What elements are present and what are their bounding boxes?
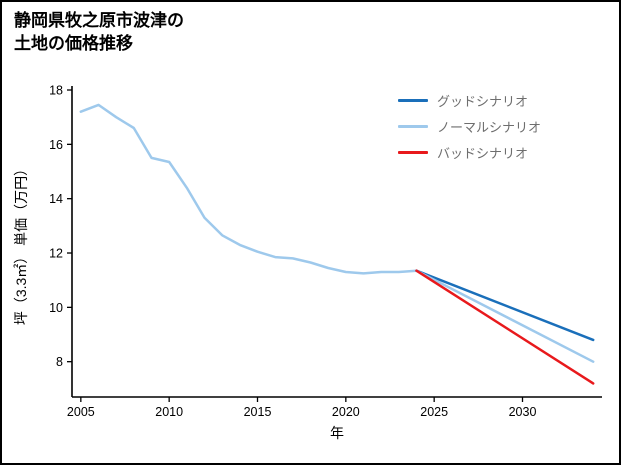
x-tick-label: 2015 [244, 405, 272, 419]
legend-item-good: グッドシナリオ [398, 92, 541, 109]
legend-swatch-good [398, 98, 428, 102]
series-line-0 [79, 103, 418, 275]
y-tick-label: 10 [49, 301, 63, 315]
series-line-3 [415, 269, 595, 385]
legend-label-bad: バッドシナリオ [437, 145, 529, 161]
chart-title-line1: 静岡県牧之原市波津の [14, 11, 184, 30]
y-tick-label: 8 [56, 355, 63, 369]
x-tick-label: 2025 [420, 405, 448, 419]
legend-label-normal: ノーマルシナリオ [437, 119, 542, 135]
y-axis-label: 坪（3.3㎡） 単価（万円） [13, 162, 29, 325]
chart-title: 静岡県牧之原市波津の 土地の価格推移 [14, 10, 184, 56]
x-tick-label: 2020 [332, 405, 360, 419]
x-tick-label: 2030 [509, 405, 537, 419]
x-tick-label: 2010 [155, 405, 183, 419]
legend-item-bad: バッドシナリオ [398, 144, 541, 161]
chart-legend: グッドシナリオ ノーマルシナリオ バッドシナリオ [398, 92, 542, 161]
y-tick-label: 18 [49, 84, 63, 98]
chart-title-line2: 土地の価格推移 [14, 33, 133, 53]
series-line-2 [415, 269, 595, 363]
series-line-1 [415, 269, 595, 342]
y-tick-label: 12 [49, 247, 63, 261]
x-axis-label: 年 [330, 425, 344, 441]
legend-label-good: グッドシナリオ [437, 93, 529, 109]
x-tick-label: 2005 [67, 405, 95, 419]
y-tick-label: 16 [49, 138, 63, 152]
legend-item-normal: ノーマルシナリオ [398, 118, 542, 135]
legend-swatch-normal [398, 124, 428, 128]
legend-swatch-bad [398, 150, 428, 154]
y-tick-label: 14 [49, 192, 63, 206]
